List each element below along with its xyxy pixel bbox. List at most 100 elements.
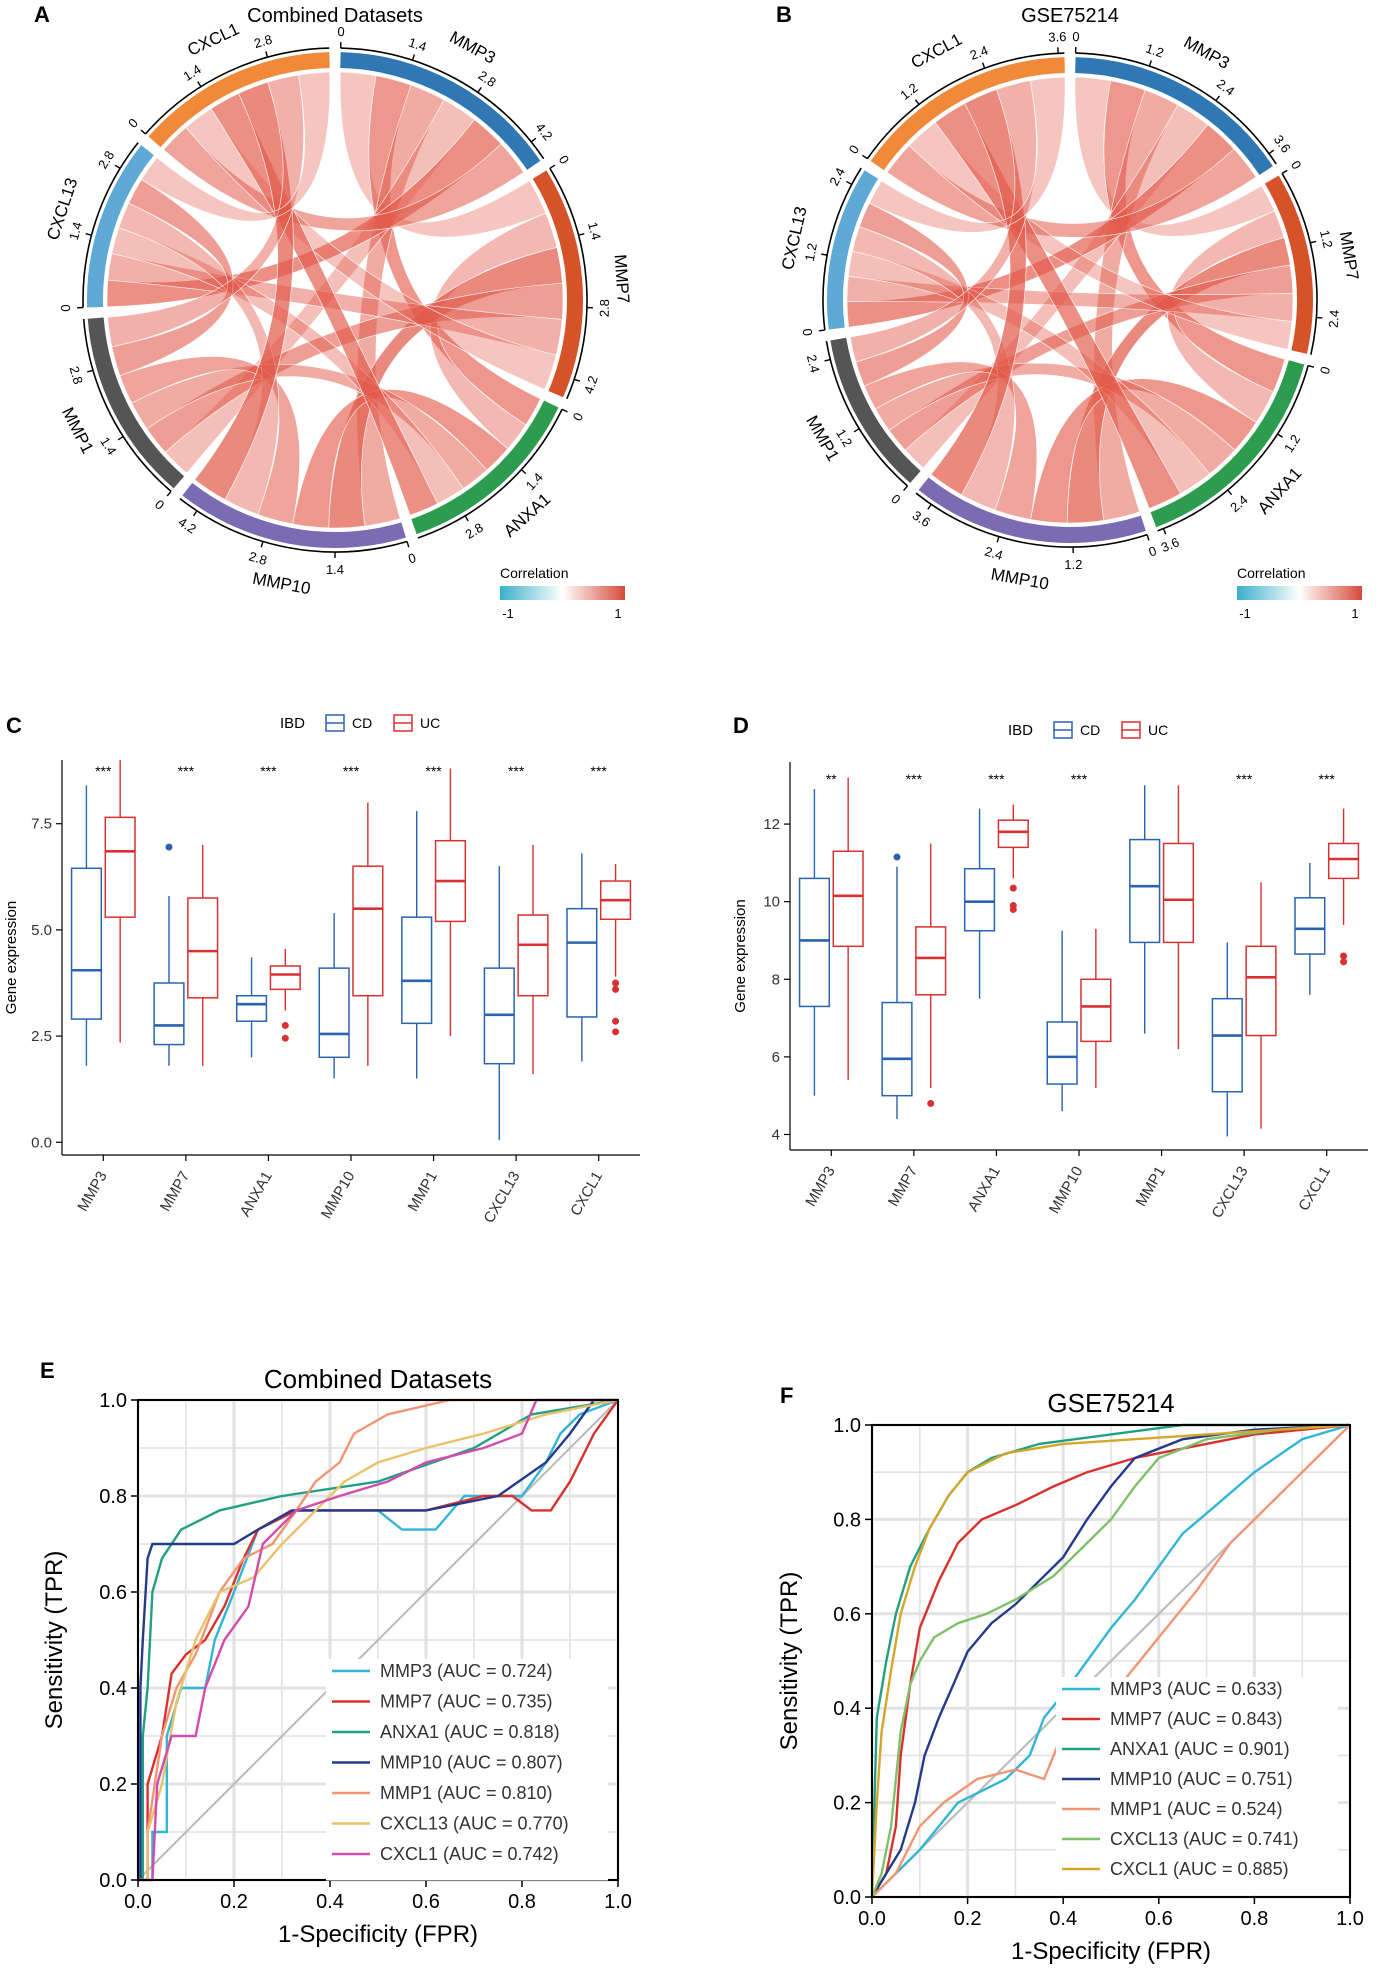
axis-tick — [87, 369, 94, 373]
tick-label: 2.4 — [1326, 309, 1342, 328]
box-body — [187, 897, 219, 999]
box-body — [153, 982, 185, 1046]
sector-axis — [340, 47, 545, 160]
axis-tick — [1162, 528, 1167, 535]
tick-label: 2.4 — [1227, 492, 1250, 515]
tick-label: 2.4 — [826, 165, 848, 188]
box-CD-MMP10 — [318, 912, 350, 1079]
x-axis-label: 1-Specificity (FPR) — [1011, 1938, 1211, 1965]
significance-label: *** — [425, 763, 442, 779]
sector-label: CXCL13 — [778, 205, 811, 272]
box-body — [1211, 997, 1243, 1093]
axis-tick — [996, 536, 1000, 543]
sector-axis — [825, 340, 909, 487]
x-tick-label: CXCL1 — [1295, 1164, 1334, 1214]
chord-diagram-A: Combined Datasets01.42.84.2MMP301.42.84.… — [43, 5, 633, 621]
axis-tick — [520, 469, 527, 475]
x-tick-label: 0.6 — [1145, 1908, 1173, 1930]
box-body — [517, 914, 549, 997]
box-body — [70, 867, 103, 1020]
y-axis-label: Gene expression — [3, 901, 20, 1014]
tick-label: 4.2 — [533, 120, 556, 143]
box-UC-MMP1 — [1162, 785, 1195, 1050]
x-tick-label: 0.0 — [124, 1891, 152, 1913]
legend-title: Correlation — [500, 565, 568, 581]
box-body — [1294, 897, 1326, 955]
box-CD-MMP7 — [153, 843, 185, 1066]
axis-tick — [821, 253, 828, 256]
box-CD-MMP3 — [798, 789, 831, 1096]
box-UC-MMP3 — [104, 760, 136, 1043]
box-UC-MMP3 — [832, 777, 864, 1081]
axis-tick — [197, 81, 202, 88]
tick-label: 1.2 — [1064, 557, 1082, 572]
y-tick-label: 0.2 — [833, 1793, 861, 1815]
tick-label: 0 — [888, 491, 903, 507]
x-tick-label: 0.0 — [858, 1908, 886, 1930]
chord-link — [163, 127, 525, 232]
box-body — [798, 877, 831, 1008]
chord-link — [934, 103, 1182, 509]
sector-axis — [82, 318, 172, 493]
axis-tick — [411, 54, 416, 61]
box-body — [915, 926, 947, 996]
sector-arc — [148, 52, 330, 148]
tick-label: 1.2 — [1317, 229, 1336, 250]
axis-tick — [914, 99, 920, 105]
tick-label: 0 — [570, 410, 587, 423]
box-body — [1245, 945, 1277, 1037]
legend-max-label: 1 — [1351, 606, 1358, 621]
tick-label: 1.4 — [97, 434, 119, 457]
chord-link — [141, 71, 331, 222]
tick-label: 2.8 — [463, 520, 486, 542]
legend-entry: CXCL1 (AUC = 0.885) — [1110, 1859, 1289, 1879]
box-CD-MMP10 — [1046, 930, 1078, 1112]
sector-axis — [822, 167, 862, 331]
roc-curve-CXCL1 — [870, 1423, 1351, 1898]
chord-link — [146, 282, 564, 453]
axis-tick — [1227, 489, 1233, 496]
axis-tick — [573, 378, 581, 382]
tick-label: 2.8 — [66, 364, 85, 386]
chord-link — [194, 81, 294, 501]
legend-entry: MMP7 (AUC = 0.735) — [380, 1692, 553, 1712]
legend-background — [1056, 1677, 1338, 1895]
y-tick-label: 4 — [772, 1126, 780, 1143]
axis-tick — [477, 87, 482, 93]
axis-tick — [853, 428, 860, 433]
tick-label: 2.8 — [247, 548, 269, 568]
tick-label: 1.4 — [66, 220, 85, 241]
box-CD-ANXA1 — [235, 957, 268, 1058]
tick-label: 0 — [406, 550, 417, 566]
tick-label: 3.6 — [1159, 534, 1181, 555]
box-UC-ANXA1 — [269, 949, 301, 1042]
box-CD-CXCL1 — [566, 853, 598, 1062]
tick-label: 1.2 — [897, 80, 920, 103]
box-body — [1162, 842, 1195, 944]
outlier-point — [612, 1028, 620, 1036]
sector-axis — [1075, 52, 1277, 165]
x-tick-label: 0.8 — [1240, 1908, 1268, 1930]
ribbons — [846, 76, 1294, 524]
y-tick-label: 7.5 — [31, 816, 52, 833]
axis-tick — [1148, 60, 1153, 67]
sector-arc — [870, 57, 1065, 171]
sector-MMP7: 0 1.4 2.8 4.2 MMP7 — [532, 153, 633, 400]
roc-curve-ANXA1 — [138, 1398, 619, 1882]
legend-title: IBD — [280, 715, 305, 732]
box-body — [566, 907, 598, 1018]
correlation-legend: Correlation -1 1 — [500, 565, 625, 621]
axis-tick — [862, 154, 868, 160]
ibd-legend: IBD CD UC — [1008, 721, 1168, 739]
boxplot-D: 4 6 8 10 12 Gene expression MMP3 ** MMP7 *** ANXA1… — [732, 721, 1368, 1221]
box-CD-CXCL1 — [1294, 862, 1326, 995]
diagonal-reference — [137, 1399, 619, 1881]
x-tick-label: ANXA1 — [237, 1169, 276, 1220]
x-tick-label: 0.6 — [412, 1891, 440, 1913]
box-UC-MMP10 — [352, 802, 384, 1066]
legend-entry: MMP1 (AUC = 0.810) — [380, 1783, 553, 1803]
box-body — [269, 965, 301, 991]
y-tick-label: 6 — [772, 1049, 780, 1066]
panel-label-F: F — [780, 1383, 793, 1408]
tick-label: 1.2 — [1281, 432, 1303, 455]
